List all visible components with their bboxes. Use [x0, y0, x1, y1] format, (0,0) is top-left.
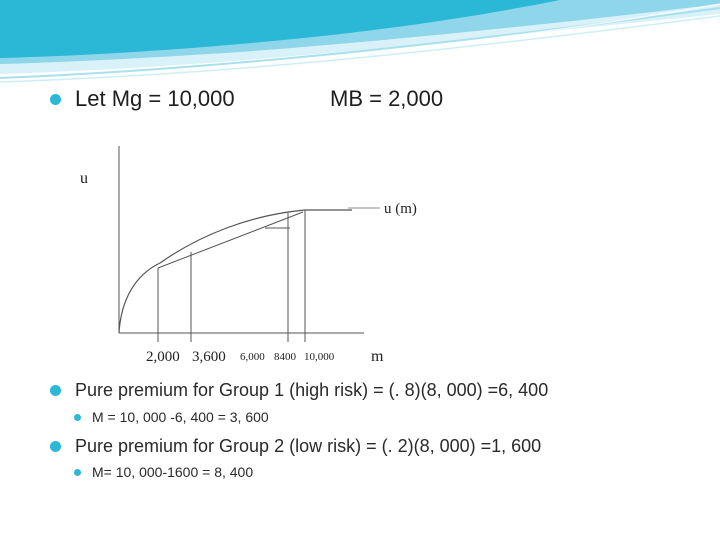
bullet-item: Pure premium for Group 1 (high risk) = (…: [50, 380, 548, 401]
tick-label-10000: 10,000: [304, 351, 335, 363]
tick-label-2000: 2,000: [146, 349, 180, 365]
bullet-text: Pure premium for Group 2 (low risk) = (.…: [75, 436, 542, 456]
tick-label-6000: 6,000: [240, 351, 265, 363]
bullet-dot: [74, 413, 81, 421]
bullet-dot: [50, 93, 61, 105]
bullet-text: M = 10, 000 -6, 400 = 3, 600: [92, 409, 269, 425]
title-bullet-row: Let Mg = 10,000: [50, 86, 235, 112]
bullet-item: Pure premium for Group 2 (low risk) = (.…: [50, 436, 541, 457]
bullet-text: M= 10, 000-1600 = 8, 400: [92, 464, 254, 480]
header-banner: [0, 0, 720, 83]
sub-bullet-item: M= 10, 000-1600 = 8, 400: [74, 464, 253, 480]
banner-stroke: [0, 15, 720, 83]
bullet-dot: [74, 468, 81, 476]
title-mb-text: MB = 2,000: [330, 86, 444, 111]
tick-label-8400: 8400: [274, 351, 297, 363]
bullet-dot: [50, 441, 61, 452]
y-axis-label: u: [80, 170, 88, 187]
x-axis-label: m: [371, 348, 384, 365]
curve-label: u (m): [384, 201, 417, 217]
bullet-dot: [50, 385, 61, 396]
utility-curve: [118, 209, 352, 334]
banner-wave-dark: [0, 0, 560, 58]
title-mg-text: Let Mg = 10,000: [75, 86, 235, 111]
chord-line: [157, 211, 304, 269]
sub-bullet-item: M = 10, 000 -6, 400 = 3, 600: [74, 409, 269, 425]
banner-stroke: [379, 3, 720, 53]
tick-label-3600: 3,600: [192, 349, 226, 365]
bullet-text: Pure premium for Group 1 (high risk) = (…: [75, 380, 549, 400]
